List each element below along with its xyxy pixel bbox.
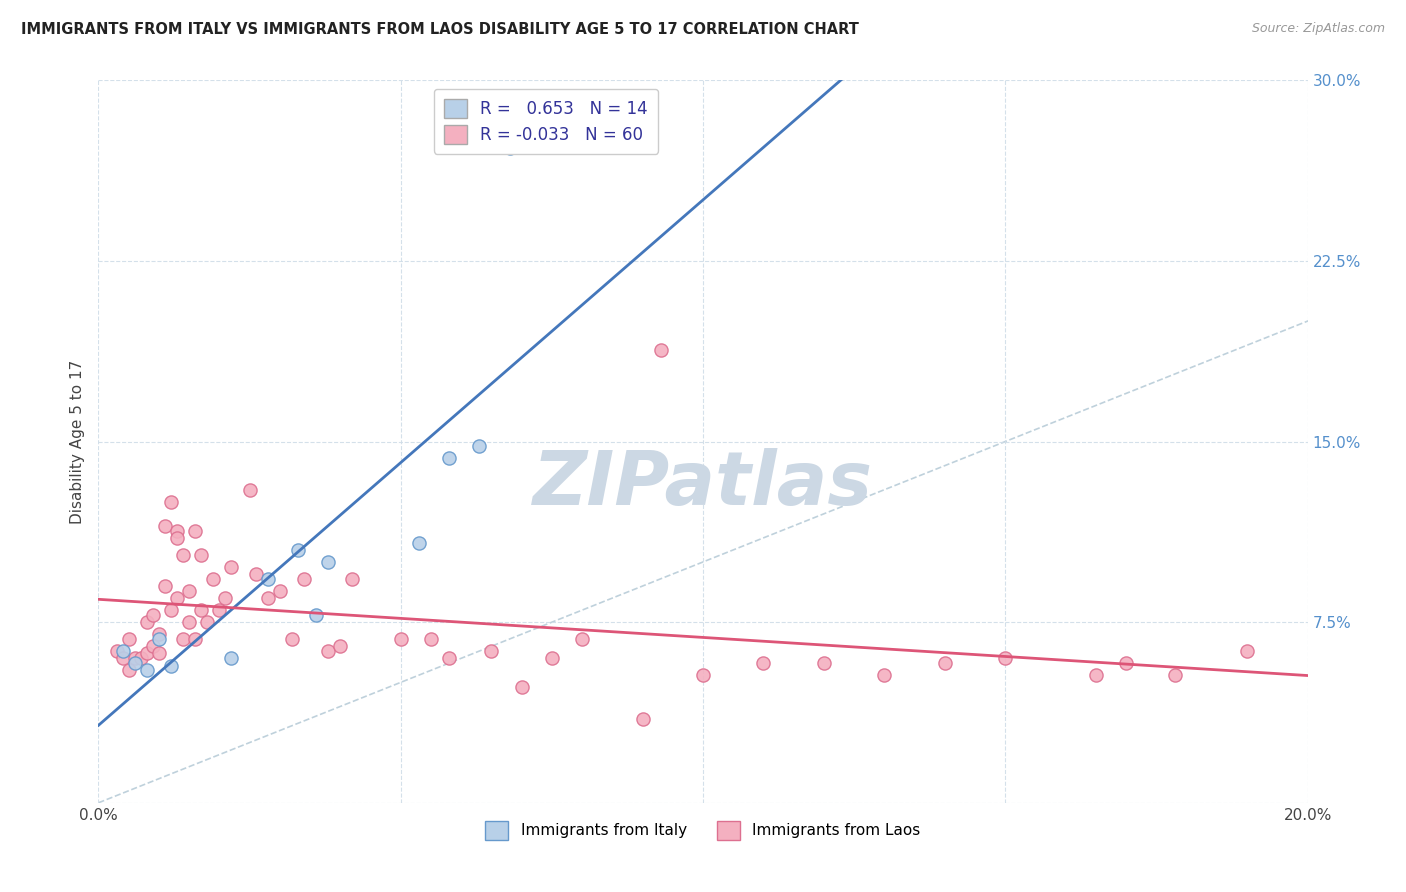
Point — [148, 647, 170, 661]
Point — [142, 607, 165, 622]
Point — [752, 656, 775, 670]
Point — [118, 664, 141, 678]
Point — [135, 647, 157, 661]
Point — [1163, 668, 1185, 682]
Point — [571, 632, 593, 646]
Point — [245, 567, 267, 582]
Point — [292, 572, 315, 586]
Point — [135, 664, 157, 678]
Point — [166, 524, 188, 538]
Point — [184, 632, 207, 646]
Point — [1115, 656, 1137, 670]
Point — [118, 632, 141, 646]
Point — [105, 644, 128, 658]
Point — [208, 603, 231, 617]
Point — [179, 583, 201, 598]
Point — [148, 632, 170, 646]
Text: ZIPatlas: ZIPatlas — [533, 449, 873, 522]
Point — [1236, 644, 1258, 658]
Y-axis label: Disability Age 5 to 17: Disability Age 5 to 17 — [70, 359, 86, 524]
Point — [166, 591, 188, 605]
Point — [631, 712, 654, 726]
Point — [179, 615, 201, 630]
Point — [221, 651, 243, 665]
Point — [408, 535, 430, 549]
Point — [221, 559, 243, 574]
Point — [124, 656, 146, 670]
Point — [190, 603, 212, 617]
Point — [420, 632, 443, 646]
Point — [184, 524, 207, 538]
Text: IMMIGRANTS FROM ITALY VS IMMIGRANTS FROM LAOS DISABILITY AGE 5 TO 17 CORRELATION: IMMIGRANTS FROM ITALY VS IMMIGRANTS FROM… — [21, 22, 859, 37]
Point — [172, 548, 194, 562]
Point — [153, 518, 176, 533]
Point — [202, 572, 225, 586]
Point — [389, 632, 412, 646]
Point — [269, 583, 291, 598]
Point — [129, 651, 152, 665]
Point — [135, 615, 157, 630]
Point — [111, 644, 134, 658]
Point — [873, 668, 896, 682]
Point — [124, 651, 146, 665]
Text: Source: ZipAtlas.com: Source: ZipAtlas.com — [1251, 22, 1385, 36]
Point — [160, 494, 183, 508]
Point — [153, 579, 176, 593]
Point — [316, 644, 339, 658]
Point — [1085, 668, 1108, 682]
Point — [195, 615, 218, 630]
Point — [481, 644, 503, 658]
Point — [239, 483, 262, 497]
Point — [692, 668, 714, 682]
Point — [305, 607, 328, 622]
Point — [256, 572, 278, 586]
Point — [437, 451, 460, 466]
Point — [190, 548, 212, 562]
Point — [342, 572, 364, 586]
Point — [256, 591, 278, 605]
Point — [111, 651, 134, 665]
Point — [468, 439, 491, 453]
Point — [148, 627, 170, 641]
Point — [650, 343, 672, 357]
Point — [160, 603, 183, 617]
Point — [329, 639, 352, 653]
Point — [287, 542, 309, 557]
Point — [172, 632, 194, 646]
Point — [281, 632, 304, 646]
Point — [437, 651, 460, 665]
Legend: Immigrants from Italy, Immigrants from Laos: Immigrants from Italy, Immigrants from L… — [479, 815, 927, 846]
Point — [160, 658, 183, 673]
Point — [510, 680, 533, 694]
Point — [994, 651, 1017, 665]
Point — [498, 141, 520, 155]
Point — [540, 651, 562, 665]
Point — [316, 555, 339, 569]
Point — [214, 591, 236, 605]
Point — [934, 656, 956, 670]
Point — [142, 639, 165, 653]
Point — [813, 656, 835, 670]
Point — [166, 531, 188, 545]
